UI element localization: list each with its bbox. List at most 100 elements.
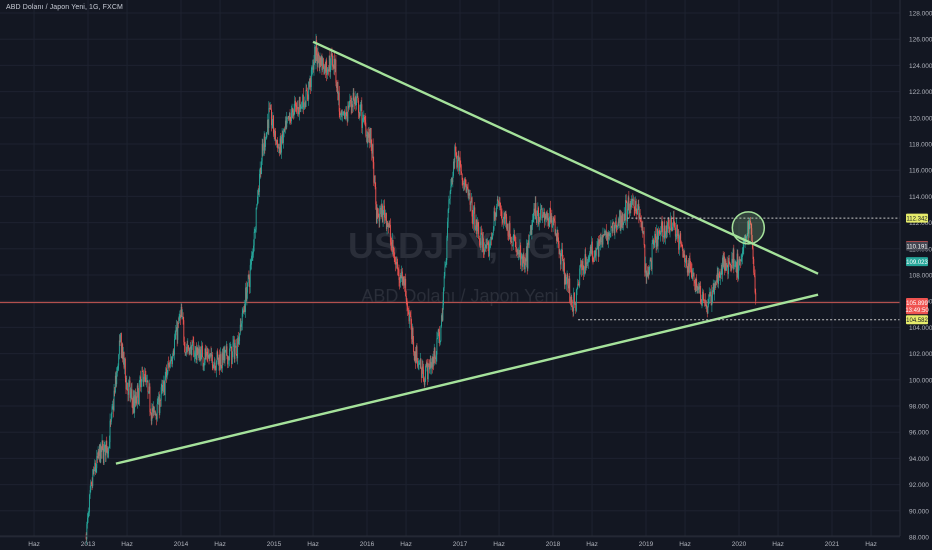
candle-body [360,104,362,106]
candle-body [445,260,447,265]
candle-body [393,251,395,253]
candle-body [104,444,106,456]
candle-body [132,396,134,409]
candle-body [704,299,706,306]
candle-body [516,251,518,252]
candle-body [727,266,729,275]
candle-body [301,106,303,108]
lower-trendline[interactable] [115,293,819,465]
candle-body [641,221,642,228]
candle-body [643,231,644,234]
candle-body [152,408,154,412]
candle-body [608,232,610,237]
candle-body [751,228,753,241]
candle-body [699,285,701,290]
candle-body [263,149,264,151]
candle-body [657,235,659,247]
candle-body [158,396,159,402]
candle-body [376,208,378,223]
candle-body [745,237,747,239]
candle-body [481,234,483,248]
candle-body [320,57,322,66]
candle-body [233,339,235,359]
candle-body [300,107,302,109]
candle-body [130,392,132,398]
candle-body [216,351,218,362]
candle-body [379,208,381,209]
candle-body [433,348,435,364]
candle-body [143,381,145,383]
candle-body [582,261,584,270]
candle-body [149,386,151,413]
candle-body [511,241,513,246]
candle-body [618,221,620,223]
candle-body [520,245,522,266]
candle-body [203,365,205,367]
candle-body [559,253,561,265]
candle-body [586,262,588,264]
candle-body [290,120,292,122]
candle-body [384,217,386,218]
candle-body [176,327,178,340]
candle-body [497,199,499,201]
candle-body [656,228,658,247]
candle-body [644,244,646,273]
candle-body [176,327,177,332]
candle-body [375,204,377,223]
candle-body [472,216,474,225]
price-tick-label: 88.000 [909,535,929,542]
candle-body [724,260,726,271]
candle-body [290,112,292,122]
time-tick-label: Haz [679,541,691,548]
candle-body [184,346,186,353]
candle-body [287,115,289,118]
candle-body [302,95,304,107]
candle-body [737,253,739,279]
candle-body [594,250,596,257]
candle-body [734,265,736,267]
candle-body [427,363,429,380]
candle-body [584,254,586,270]
candle-body [393,252,395,262]
candle-body [256,204,258,208]
candle-body [86,524,88,540]
candle-body [189,348,191,354]
candle-body [753,272,755,276]
candle-body [562,259,564,271]
candle-body [536,216,537,224]
candle-body [561,249,563,254]
candle-body [506,223,508,229]
candle-body [466,186,468,189]
candle-body [124,358,126,378]
drawings[interactable] [115,40,900,465]
price-tick-label: 100.000 [909,377,932,384]
candle-body [696,278,698,288]
time-tick-label: Haz [586,541,598,548]
candle-body [347,105,349,122]
candle-body [185,352,187,354]
candle-body [750,224,752,229]
candle-body [217,351,219,358]
candle-body [672,217,674,224]
candle-body [448,199,450,210]
candle-body [443,288,444,306]
candle-body [206,351,208,355]
candle-body [115,375,117,385]
candle-body [199,349,201,361]
candle-body [289,113,291,121]
candle-body [516,249,518,252]
price-axis[interactable]: 88.000 90.000 92.000 94.000 96.000 98.000 100.… [899,0,932,550]
candle-body [144,373,146,382]
time-axis[interactable]: Haz 2013 Haz 2014 Haz 2015 Haz 2016 Haz 2017 Haz 20… [0,535,900,548]
candle-body [213,364,215,369]
candle-body [209,353,211,359]
candle-body [421,366,423,378]
highlight-circle[interactable] [731,211,766,245]
candle-body [96,456,98,469]
candle-body [492,229,494,233]
candle-body [486,244,488,249]
candle-body [107,451,109,454]
candle-body [299,96,301,109]
